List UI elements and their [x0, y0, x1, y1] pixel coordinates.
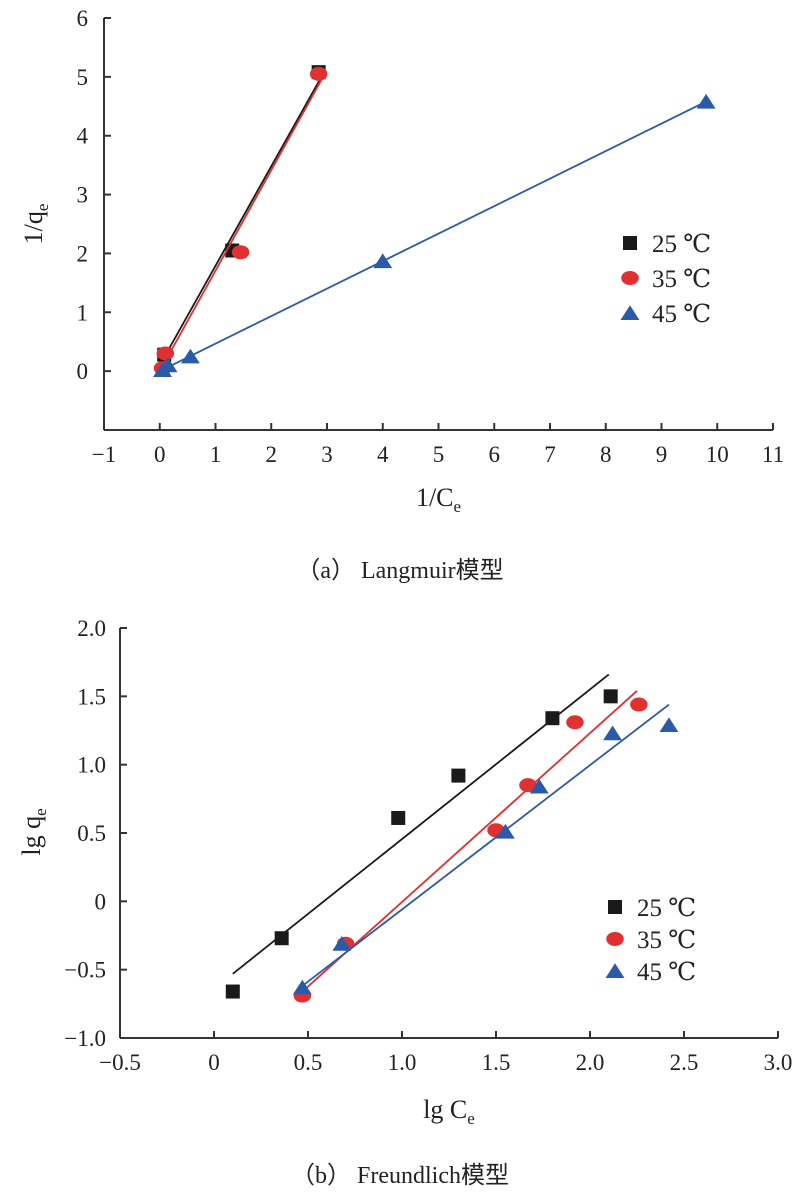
x-tick-label: 7 [544, 442, 556, 467]
legend-label: 35 ℃ [637, 927, 696, 954]
fit-line [301, 690, 638, 993]
legend-marker [606, 932, 624, 946]
y-tick-label: −1.0 [64, 1026, 106, 1051]
data-point [659, 717, 679, 733]
legend-label: 45 ℃ [637, 959, 696, 986]
y-tick-label: 0.5 [77, 821, 106, 846]
data-point [519, 778, 537, 793]
data-point [274, 931, 289, 946]
x-tick-label: 0 [208, 1050, 220, 1075]
x-tick-label: 8 [600, 442, 612, 467]
x-tick-label: 2.5 [670, 1050, 699, 1075]
y-tick-label: 0 [95, 889, 107, 914]
x-tick-label: 3 [321, 442, 333, 467]
fit-line [158, 79, 323, 372]
data-point [451, 768, 466, 783]
y-axis-label: lg qe [17, 808, 50, 855]
data-point [566, 715, 584, 730]
x-tick-label: 4 [377, 442, 389, 467]
legend-label: 25 ℃ [637, 895, 696, 922]
x-tick-label: 2.0 [576, 1050, 605, 1075]
chart-caption: （a） Langmuir模型 [296, 557, 503, 584]
fit-line [298, 703, 670, 990]
data-point [373, 253, 393, 269]
y-axis-label-sub: e [31, 808, 50, 816]
legend-label: 25 ℃ [652, 231, 711, 258]
y-tick-label: 0 [77, 359, 89, 384]
x-axis-label-main: lg C [423, 1095, 467, 1124]
x-tick-label: 1 [210, 442, 222, 467]
x-axis-label: 1/Ce [416, 483, 461, 516]
x-tick-label: 1.5 [482, 1050, 511, 1075]
series-25c [225, 673, 618, 999]
y-tick-label: 1.5 [77, 684, 106, 709]
x-tick-label: 10 [706, 442, 729, 467]
y-tick-label: 4 [77, 124, 89, 149]
data-point [292, 979, 312, 995]
legend-marker [620, 305, 640, 320]
data-point [225, 984, 240, 999]
x-axis-label-sub: e [467, 1109, 475, 1128]
x-tick-label: 0 [154, 442, 166, 467]
x-tick-label: 2 [266, 442, 278, 467]
y-tick-label: 5 [77, 65, 89, 90]
freundlich-chart: −0.5 0 0.5 1.0 1.5 2.0 2.5 3.0−1.0−0.500.51.01.… [17, 616, 792, 1189]
x-tick-label: 5 [433, 442, 445, 467]
series-25c [157, 65, 326, 366]
series-45c [292, 703, 679, 995]
legend-label: 45 ℃ [652, 301, 711, 328]
data-point [495, 823, 515, 839]
legend-marker [608, 900, 622, 914]
y-axis-label-main: 1/q [19, 211, 48, 244]
data-point [158, 357, 178, 373]
y-tick-label: 2.0 [77, 616, 106, 641]
data-point [156, 346, 175, 361]
x-tick-label: 11 [762, 442, 784, 467]
y-tick-label: −0.5 [64, 958, 106, 983]
legend-label: 35 ℃ [652, 266, 711, 293]
data-point [180, 348, 200, 364]
data-point [603, 725, 623, 741]
legend-marker [623, 236, 637, 250]
data-point [309, 66, 328, 81]
legend-marker [605, 963, 625, 978]
data-point [231, 245, 250, 260]
x-axis-label-sub: e [454, 497, 462, 516]
y-tick-label: 6 [77, 6, 89, 31]
x-tick-label: 3.0 [764, 1050, 793, 1075]
x-tick-label: 9 [656, 442, 668, 467]
data-point [630, 697, 648, 712]
x-tick-label: −1 [92, 442, 116, 467]
x-axis-label-main: 1/C [416, 483, 454, 512]
data-point [696, 93, 716, 109]
data-point [545, 711, 560, 726]
data-point [332, 936, 352, 951]
y-tick-label: 1.0 [77, 753, 106, 778]
series-45c [153, 93, 716, 377]
fit-line [159, 100, 707, 372]
data-point [529, 778, 549, 794]
x-tick-label: 1.0 [388, 1050, 417, 1075]
x-axis-label: lg Ce [423, 1095, 475, 1128]
legend-marker [621, 271, 639, 285]
y-axis-label-sub: e [33, 204, 52, 212]
fit-line [158, 76, 323, 366]
y-axis-label-main: lg q [17, 816, 46, 856]
y-tick-label: 2 [77, 241, 89, 266]
y-tick-label: 3 [77, 183, 89, 208]
chart-caption: （b） Freundlich模型 [291, 1162, 509, 1189]
x-tick-label: 0.5 [294, 1050, 323, 1075]
data-point [603, 689, 618, 704]
x-tick-label: 6 [489, 442, 501, 467]
data-point [391, 810, 406, 825]
x-tick-label: −0.5 [99, 1050, 141, 1075]
series-35c [293, 690, 648, 1003]
y-tick-label: 1 [77, 300, 89, 325]
y-axis-label: 1/qe [19, 204, 52, 245]
